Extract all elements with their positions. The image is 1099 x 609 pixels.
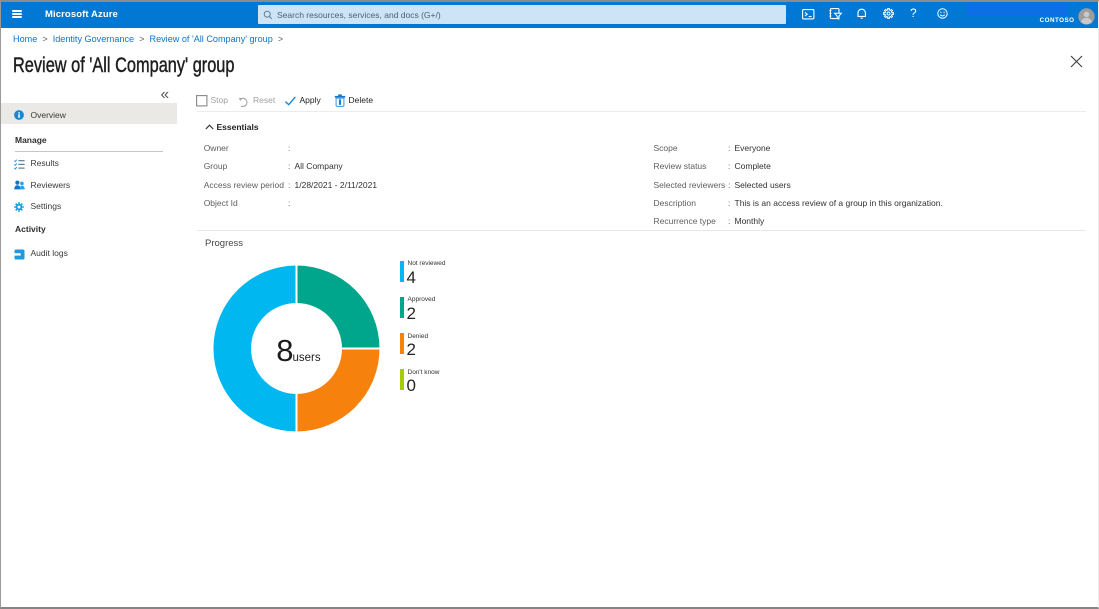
svg-text:users: users xyxy=(293,352,321,364)
svg-text:8: 8 xyxy=(276,333,293,368)
